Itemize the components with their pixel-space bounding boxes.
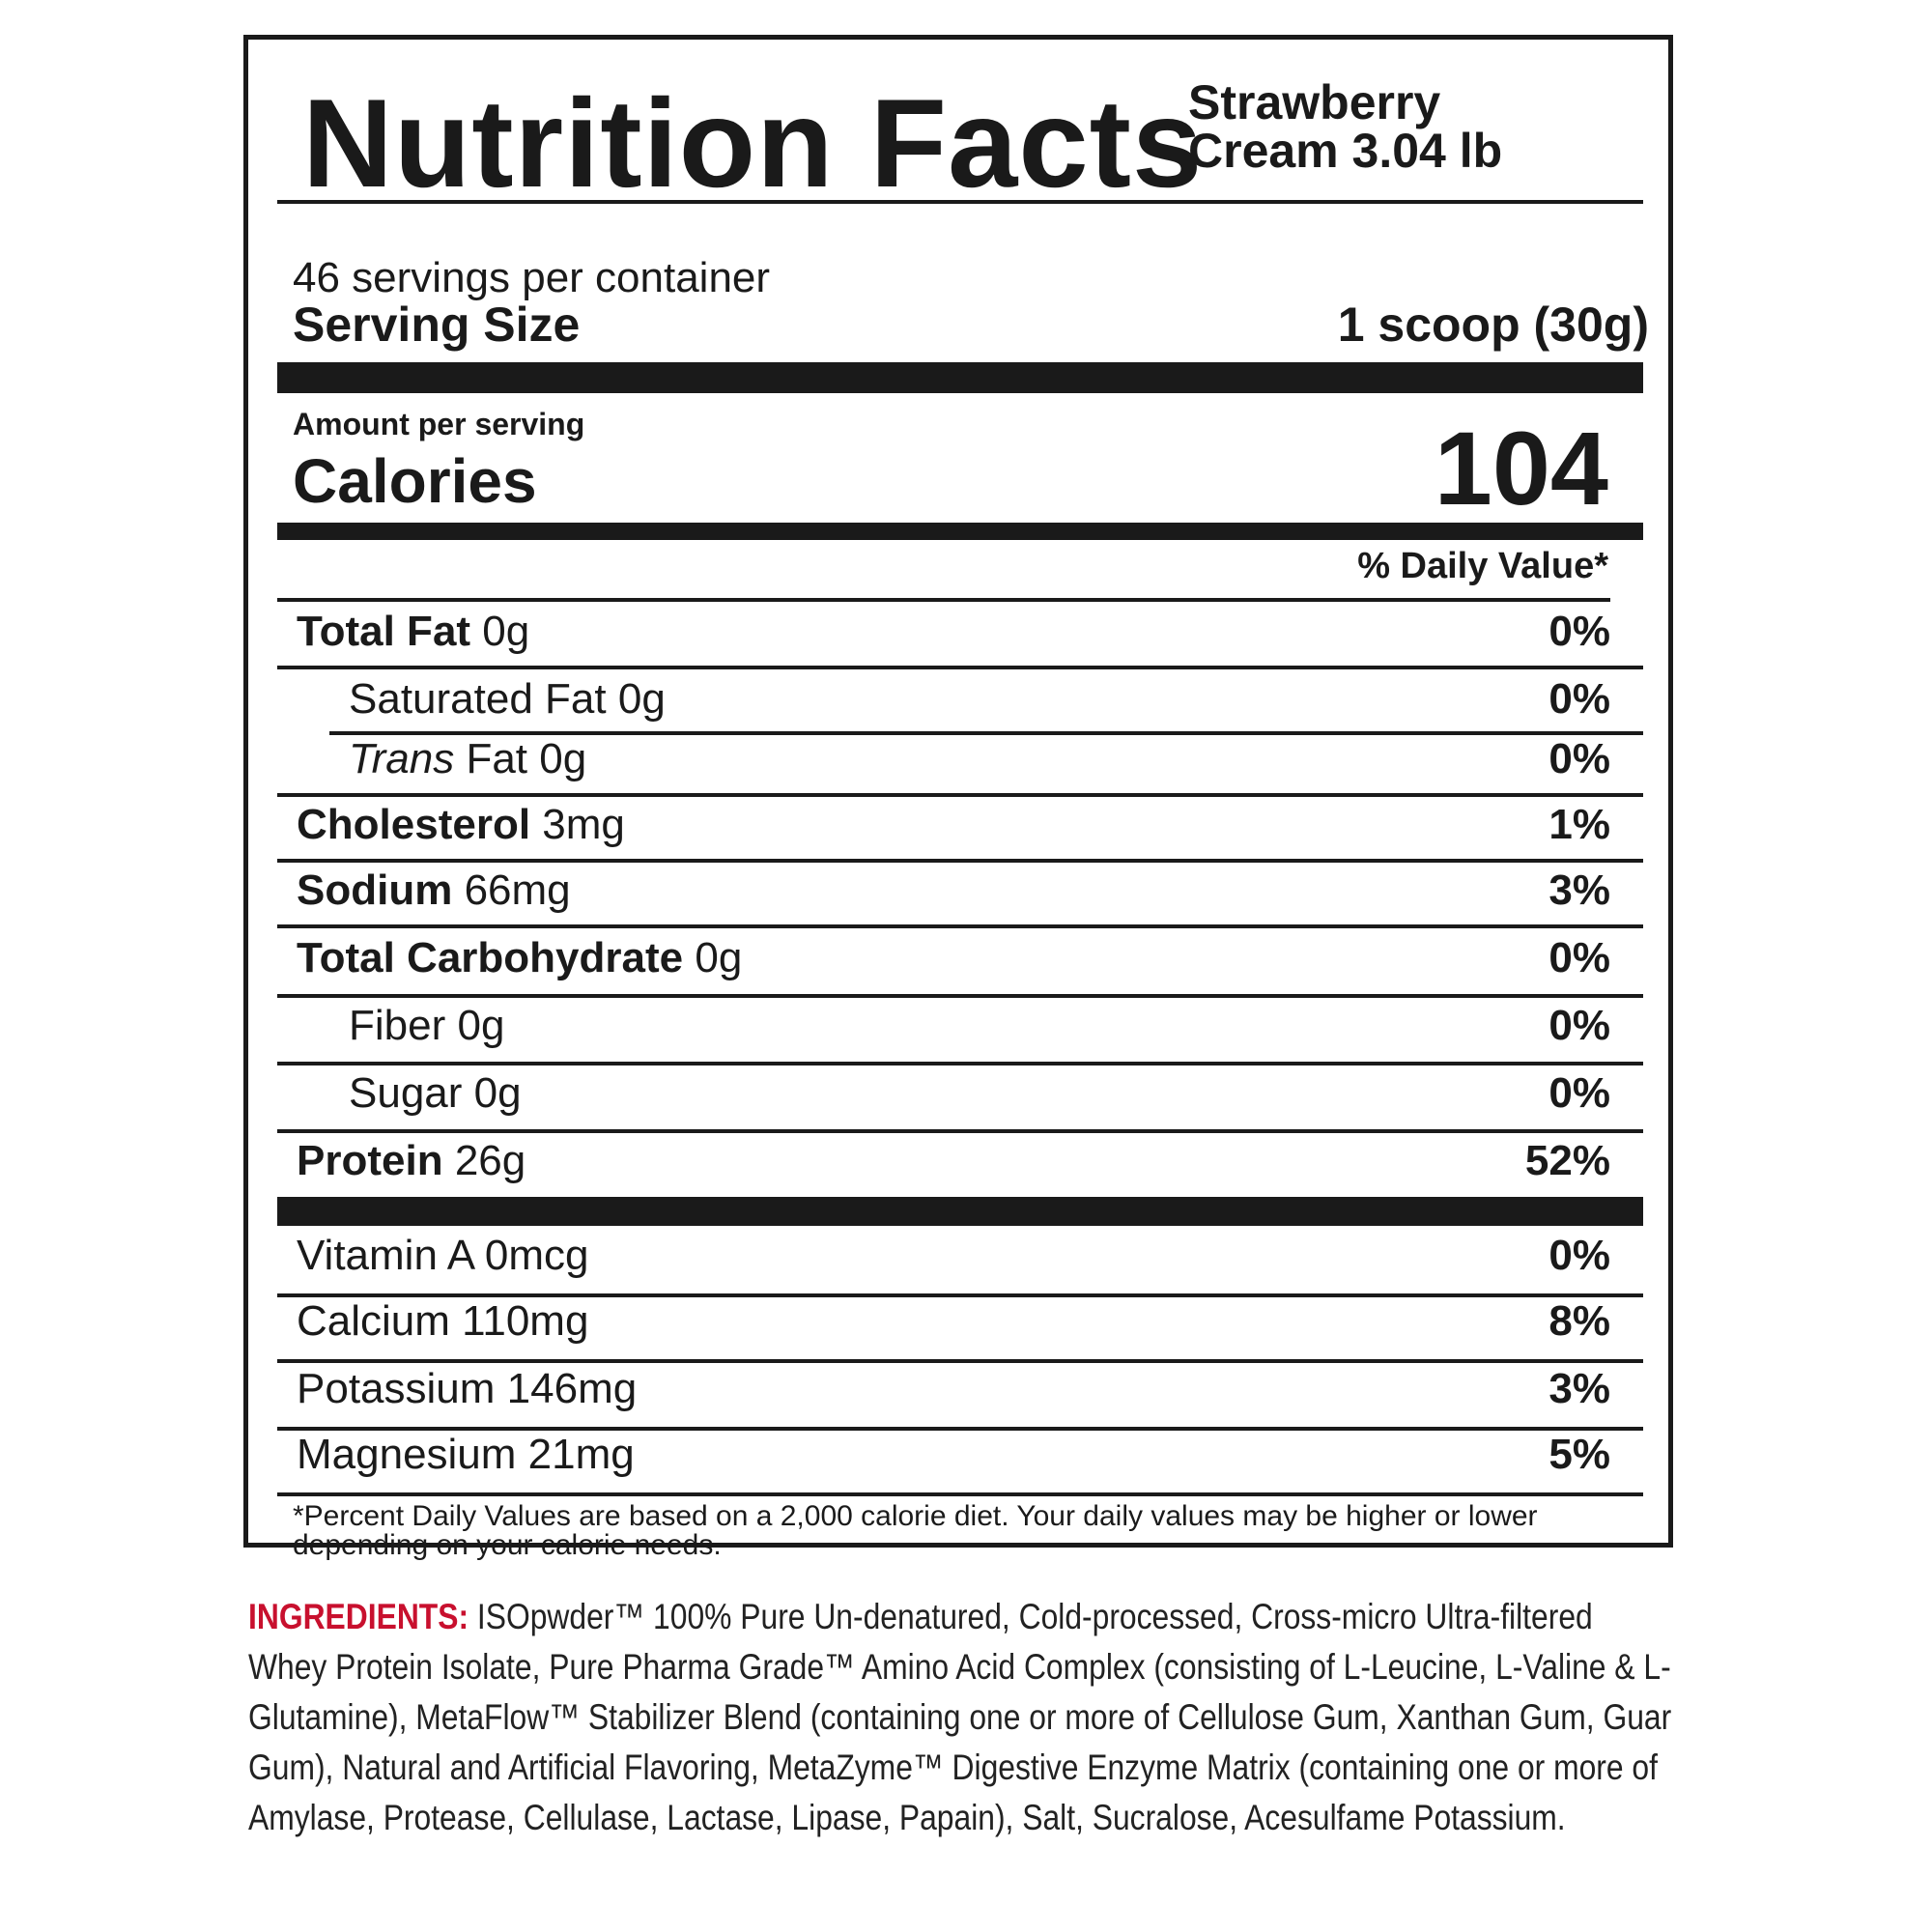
divider [277, 1492, 1643, 1496]
thick-divider [277, 362, 1643, 393]
nutrient-name-suffix: Fat [466, 735, 528, 782]
nutrient-daily-value: 0% [1548, 675, 1610, 723]
nutrient-row-cholesterol: Cholesterol 3mg 1% [297, 801, 1610, 849]
product-name-line-1: Strawberry [1188, 75, 1441, 129]
divider [277, 1129, 1643, 1133]
nutrient-row-total-fat: Total Fat 0g 0% [297, 608, 1610, 656]
nutrient-amount: 0g [473, 1069, 522, 1117]
label-title: Nutrition Facts [302, 72, 1204, 213]
medium-divider [277, 523, 1643, 540]
daily-value-header: % Daily Value* [1357, 546, 1608, 586]
nutrient-amount: 0g [539, 735, 587, 782]
vitamin-daily-value: 0% [1548, 1232, 1610, 1279]
nutrient-row-saturated-fat: Saturated Fat 0g 0% [349, 675, 1610, 724]
nutrient-name: Sodium [297, 867, 453, 914]
vitamin-daily-value: 3% [1548, 1365, 1610, 1412]
nutrient-name: Saturated Fat [349, 675, 607, 723]
divider [277, 1427, 1643, 1431]
nutrient-name: Total Fat [297, 608, 471, 655]
nutrient-name: Trans [349, 735, 455, 782]
nutrient-row-fiber: Fiber 0g 0% [349, 1002, 1610, 1050]
vitamin-row-vitamin-a: Vitamin A 0mcg 0% [297, 1232, 1610, 1280]
servings-per-container: 46 servings per container [293, 254, 771, 301]
thick-divider [277, 1197, 1643, 1226]
product-name-line-2: Cream 3.04 lb [1188, 124, 1503, 178]
nutrient-name: Cholesterol [297, 801, 531, 848]
ingredients-label: INGREDIENTS: [248, 1597, 469, 1636]
serving-size-value: 1 scoop (30g) [1337, 298, 1649, 352]
nutrient-amount: 0g [617, 675, 666, 723]
nutrient-amount: 0g [482, 608, 530, 655]
serving-size-row: Serving Size 1 scoop (30g) [293, 297, 1649, 353]
nutrient-amount: 66mg [464, 867, 571, 914]
divider [277, 1359, 1643, 1363]
divider [277, 1062, 1643, 1065]
nutrient-row-total-carbohydrate: Total Carbohydrate 0g 0% [297, 934, 1610, 982]
nutrient-daily-value: 1% [1548, 801, 1610, 848]
nutrient-name: Sugar [349, 1069, 463, 1117]
vitamin-amount: 110mg [462, 1297, 589, 1345]
vitamin-row-magnesium: Magnesium 21mg 5% [297, 1431, 1610, 1479]
nutrient-daily-value: 52% [1524, 1137, 1610, 1184]
divider [277, 859, 1643, 863]
nutrient-amount: 0g [457, 1002, 505, 1049]
nutrient-daily-value: 0% [1548, 1069, 1610, 1117]
nutrient-name: Protein [297, 1137, 443, 1184]
nutrient-row-trans-fat: Trans Fat 0g 0% [349, 735, 1610, 783]
vitamin-daily-value: 8% [1548, 1297, 1610, 1345]
divider [277, 598, 1610, 602]
nutrient-amount: 26g [454, 1137, 526, 1184]
nutrient-daily-value: 0% [1548, 934, 1610, 981]
vitamin-amount: 0mcg [484, 1232, 589, 1279]
calories-value: 104 [1434, 410, 1608, 526]
ingredients-text: ISOpwder™ 100% Pure Un-denatured, Cold-p… [248, 1597, 1672, 1837]
vitamin-name: Vitamin A [297, 1232, 473, 1279]
nutrient-row-protein: Protein 26g 52% [297, 1137, 1610, 1185]
serving-size-label: Serving Size [293, 298, 581, 352]
amount-per-serving: Amount per serving [293, 407, 585, 441]
vitamin-daily-value: 5% [1548, 1431, 1610, 1478]
nutrition-facts-panel: Nutrition Facts Strawberry Cream 3.04 lb… [243, 35, 1673, 1560]
nutrient-name: Total Carbohydrate [297, 934, 684, 981]
divider [329, 731, 1643, 735]
daily-value-footnote: *Percent Daily Values are based on a 2,0… [293, 1500, 1538, 1561]
vitamin-name: Magnesium [297, 1431, 517, 1478]
vitamin-row-potassium: Potassium 146mg 3% [297, 1365, 1610, 1413]
nutrient-name: Fiber [349, 1002, 446, 1049]
vitamin-row-calcium: Calcium 110mg 8% [297, 1297, 1610, 1346]
nutrient-daily-value: 3% [1548, 867, 1610, 914]
divider [277, 666, 1643, 669]
vitamin-name: Calcium [297, 1297, 450, 1345]
nutrient-daily-value: 0% [1548, 1002, 1610, 1049]
divider [277, 793, 1643, 797]
divider [277, 924, 1643, 928]
nutrient-amount: 0g [695, 934, 743, 981]
vitamin-amount: 146mg [506, 1365, 638, 1412]
divider [277, 994, 1643, 998]
product-name: Strawberry Cream 3.04 lb [1188, 78, 1502, 175]
vitamin-amount: 21mg [527, 1431, 635, 1478]
vitamin-name: Potassium [297, 1365, 496, 1412]
nutrient-row-sodium: Sodium 66mg 3% [297, 867, 1610, 915]
calories-label: Calories [293, 446, 537, 516]
nutrient-amount: 3mg [542, 801, 625, 848]
nutrient-daily-value: 0% [1548, 735, 1610, 782]
ingredients-statement: INGREDIENTS: ISOpwder™ 100% Pure Un-dena… [248, 1592, 1677, 1843]
nutrient-row-sugar: Sugar 0g 0% [349, 1069, 1610, 1118]
nutrient-daily-value: 0% [1548, 608, 1610, 655]
divider [277, 1293, 1643, 1297]
divider [277, 200, 1643, 204]
